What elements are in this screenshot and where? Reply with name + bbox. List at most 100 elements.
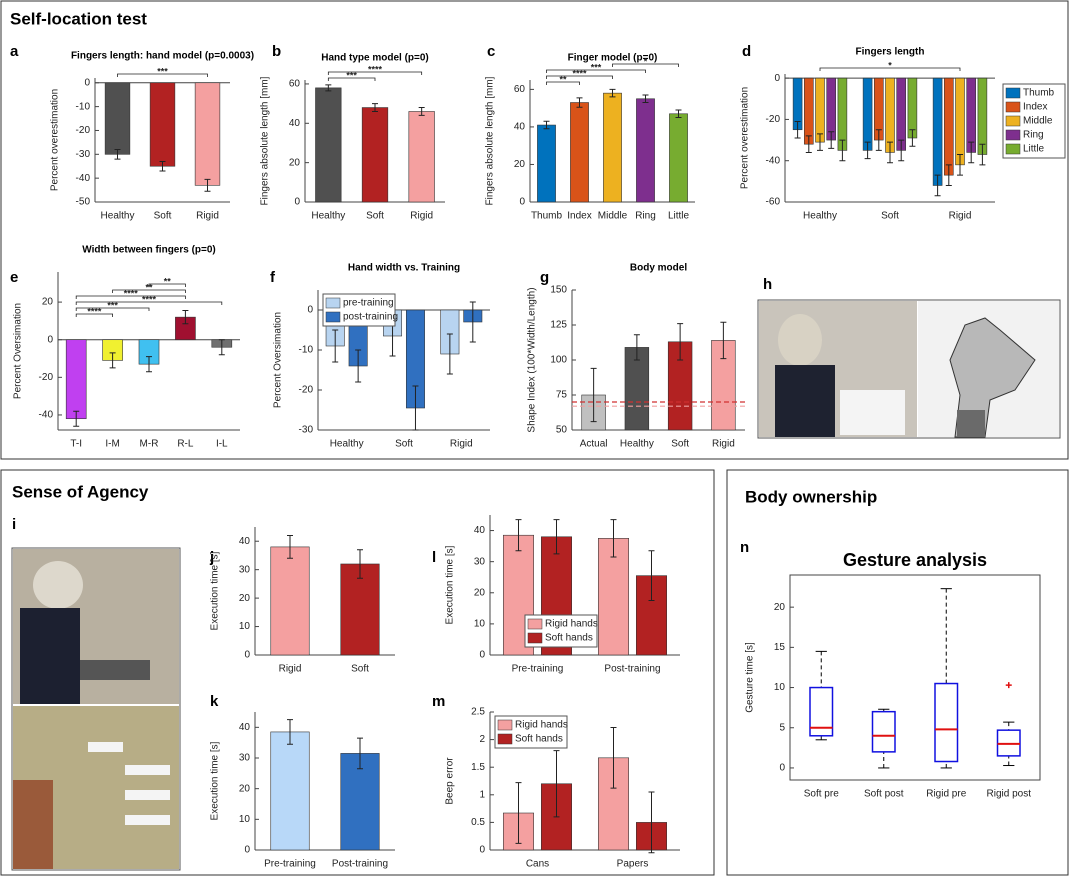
axes-box (789, 574, 1041, 781)
y-tick-label: 60 (514, 84, 526, 95)
legend-swatch (325, 311, 341, 323)
error-bar (355, 349, 362, 383)
y-axis-label: Percent Oversimation (13, 303, 24, 399)
bar (932, 77, 943, 186)
bar (955, 77, 965, 166)
legend-label: post-training (343, 312, 398, 323)
significance-bracket (75, 301, 223, 305)
x-tick-label: Healthy (803, 211, 837, 222)
y-tick-label: 30 (474, 556, 486, 567)
y-tick-label: 0 (479, 845, 485, 856)
error-bar (864, 141, 871, 160)
significance-bracket (819, 67, 961, 71)
bar (815, 77, 825, 143)
panel-letter: n (740, 539, 749, 556)
y-tick-label: 0 (47, 334, 53, 345)
y-tick-label: -60 (766, 197, 781, 208)
y-axis-label: Fingers absolute length [mm] (485, 76, 496, 205)
bar (944, 77, 954, 176)
x-tick-label: I-M (105, 439, 119, 450)
box (871, 710, 896, 753)
error-bar (828, 131, 835, 149)
bar (597, 538, 629, 656)
error-bar (642, 94, 649, 104)
error-bar (515, 782, 522, 844)
y-axis-label: Percent Oversimation (273, 312, 284, 408)
bar (65, 339, 87, 420)
y-tick-label: 40 (474, 525, 486, 536)
x-tick-label: R-L (177, 439, 194, 450)
y-tick-label: 0 (519, 197, 525, 208)
error-bar (648, 550, 655, 602)
y-tick-label: 0 (479, 650, 485, 661)
section-title: Sense of Agency (12, 482, 149, 501)
y-tick-label: 40 (514, 122, 526, 133)
error-bar (325, 84, 332, 92)
y-tick-label: 0 (244, 845, 250, 856)
significance-label: **** (124, 288, 139, 298)
y-tick-label: 150 (550, 285, 567, 296)
error-bar (909, 129, 916, 147)
legend-swatch (527, 618, 543, 630)
significance-bracket (612, 63, 679, 67)
section-frame (0, 469, 715, 876)
bar (885, 77, 895, 153)
x-tick-label: Soft post (864, 789, 904, 800)
y-tick-label: 0 (779, 763, 785, 774)
x-tick-label: Post-training (604, 664, 660, 675)
significance-label: ** (559, 74, 567, 84)
y-tick-label: 20 (774, 602, 786, 613)
y-tick-label: 10 (474, 619, 486, 630)
error-bar (446, 333, 453, 375)
error-bar (945, 164, 952, 186)
legend-swatch (497, 719, 513, 731)
y-tick-label: 40 (239, 722, 251, 733)
error-bar (633, 334, 640, 361)
y-tick-label: 20 (42, 297, 54, 308)
bar (826, 77, 836, 141)
x-tick-label: Actual (580, 439, 608, 450)
panel-letter: e (10, 269, 18, 286)
error-bar (805, 135, 812, 153)
y-tick-label: 100 (550, 355, 567, 366)
legend-label: Ring (1023, 130, 1044, 141)
y-tick-label: 125 (550, 320, 567, 331)
bar (270, 546, 310, 656)
panel-letter: j (209, 549, 214, 566)
x-tick-label: Soft (351, 664, 369, 675)
legend-swatch (1005, 87, 1021, 99)
x-tick-label: M-R (140, 439, 159, 450)
bar (669, 113, 688, 203)
significance-label: **** (368, 64, 383, 74)
x-tick-label: Rigid (196, 211, 219, 222)
x-tick-label: Soft (395, 439, 413, 450)
error-bar (287, 719, 293, 745)
error-bar (934, 174, 941, 197)
panel-letter: a (10, 43, 19, 60)
bar (340, 563, 380, 656)
significance-label: **** (572, 68, 587, 78)
y-axis-label: Fingers absolute length [mm] (260, 76, 271, 205)
y-tick-label: -20 (39, 372, 54, 383)
y-tick-label: -20 (299, 385, 314, 396)
y-tick-label: 5 (779, 722, 785, 733)
error-bar (887, 141, 893, 164)
y-axis-label: Beep error (445, 757, 456, 805)
box (934, 682, 959, 763)
x-tick-label: Middle (598, 211, 628, 222)
y-tick-label: 15 (774, 642, 786, 653)
x-tick-label: Ring (635, 211, 656, 222)
legend-label: Rigid hands (515, 720, 568, 731)
chart-title: Gesture analysis (843, 550, 987, 570)
y-tick-label: 30 (239, 564, 251, 575)
y-tick-label: 20 (514, 159, 526, 170)
y-tick-label: 20 (474, 587, 486, 598)
x-tick-label: Soft (154, 211, 172, 222)
error-bar (332, 329, 339, 363)
x-tick-label: Pre-training (512, 664, 564, 675)
x-tick-label: Thumb (531, 211, 563, 222)
section-title: Body ownership (745, 487, 877, 506)
error-bar (875, 129, 882, 151)
x-tick-label: Soft pre (804, 789, 839, 800)
